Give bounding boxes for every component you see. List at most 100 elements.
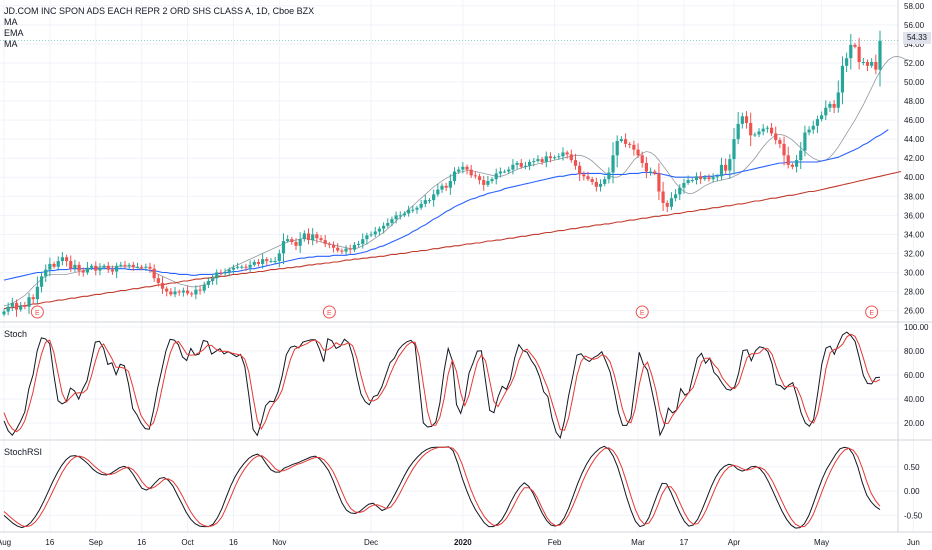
- candle-body: [674, 194, 678, 199]
- candle-body: [598, 183, 603, 187]
- candle-body: [548, 156, 553, 159]
- candle-body: [419, 203, 423, 208]
- candle-body: [427, 200, 432, 202]
- candle-body: [661, 191, 665, 203]
- time-axis-label: Feb: [548, 538, 562, 547]
- candle-body: [227, 269, 231, 273]
- candle-body: [223, 272, 227, 274]
- candle-body: [590, 179, 594, 182]
- candle-body: [874, 62, 878, 70]
- time-axis-label: Aug: [0, 538, 11, 547]
- time-axis-label: May: [814, 538, 829, 547]
- candle-body: [173, 291, 177, 295]
- indicator-ma-slow-label[interactable]: MA: [4, 39, 18, 49]
- candle-body: [277, 253, 281, 262]
- candle-body: [573, 160, 578, 166]
- stoch-pane-title[interactable]: Stoch: [4, 329, 28, 339]
- candle-body: [390, 219, 394, 223]
- candle-body: [39, 276, 44, 287]
- candle-body: [44, 269, 48, 277]
- indicator-ma-fast-label[interactable]: MA: [4, 17, 18, 27]
- candle-body: [515, 162, 519, 165]
- candle-body: [536, 159, 540, 162]
- candle-body: [824, 107, 828, 116]
- earnings-marker-label: E: [869, 310, 874, 317]
- stoch-y-tick-label: 40.00: [904, 395, 925, 404]
- candle-body: [23, 305, 27, 307]
- candle-body: [603, 179, 607, 184]
- time-axis-label: Dec: [364, 538, 378, 547]
- candle-body: [131, 264, 135, 267]
- candle-body: [102, 265, 106, 268]
- candle-body: [2, 311, 6, 315]
- candle-body: [56, 261, 60, 267]
- candle-body: [665, 202, 669, 207]
- price-y-tick-label: 58.00: [904, 2, 925, 11]
- candle-body: [215, 272, 219, 279]
- candle-body: [532, 161, 536, 163]
- candle-body: [715, 176, 719, 178]
- candle-body: [348, 248, 352, 250]
- candle-body: [694, 176, 699, 181]
- candle-body: [669, 198, 674, 207]
- candle-body: [820, 115, 824, 120]
- earnings-marker[interactable]: [865, 305, 879, 319]
- candle-body: [407, 209, 411, 214]
- candle-body: [786, 155, 790, 165]
- candle-body: [736, 123, 740, 140]
- price-y-tick-label: 44.00: [904, 135, 925, 144]
- candle-body: [540, 159, 544, 162]
- candle-body: [553, 157, 557, 159]
- candle-body: [10, 302, 14, 307]
- price-y-tick-label: 36.00: [904, 211, 925, 220]
- candle-body: [757, 131, 761, 135]
- candle-body: [315, 234, 319, 239]
- candle-body: [6, 306, 10, 312]
- candle-body: [156, 278, 160, 283]
- candle-body: [803, 132, 807, 151]
- candle-body: [732, 139, 736, 160]
- candle-body: [281, 241, 286, 254]
- candle-body: [14, 302, 19, 310]
- candle-body: [699, 176, 703, 180]
- candle-body: [144, 266, 148, 268]
- candle-body: [544, 156, 548, 162]
- candle-body: [528, 162, 532, 166]
- earnings-marker-label: E: [327, 310, 332, 317]
- candle-body: [369, 234, 373, 236]
- earnings-marker[interactable]: [322, 305, 336, 319]
- price-y-tick-label: 38.00: [904, 192, 925, 201]
- candle-body: [448, 181, 452, 188]
- candle-body: [811, 125, 815, 130]
- candle-body: [740, 116, 744, 124]
- earnings-marker[interactable]: [30, 305, 44, 319]
- candle-body: [477, 176, 482, 181]
- indicator-ema-label[interactable]: EMA: [4, 28, 24, 38]
- candle-body: [27, 297, 31, 307]
- stochrsi-y-tick-label: -0.50: [904, 511, 923, 520]
- candle-body: [569, 154, 573, 161]
- stochrsi-pane-title[interactable]: StochRSI: [4, 447, 43, 457]
- candle-body: [473, 175, 477, 177]
- candle-body: [377, 228, 382, 232]
- candle-body: [77, 264, 81, 271]
- candle-body: [311, 234, 315, 241]
- candle-body: [323, 240, 327, 244]
- candle-body: [707, 177, 711, 180]
- candle-body: [853, 44, 857, 47]
- candle-body: [236, 266, 240, 268]
- earnings-marker[interactable]: [635, 305, 649, 319]
- candle-body: [861, 62, 865, 63]
- candle-body: [261, 259, 265, 264]
- time-axis-label: 17: [679, 538, 688, 547]
- candle-body: [498, 171, 502, 174]
- candle-body: [252, 262, 256, 265]
- candle-body: [302, 233, 306, 240]
- time-axis-label: 16: [137, 538, 146, 547]
- symbol-title[interactable]: JD.COM INC SPON ADS EACH REPR 2 ORD SHS …: [4, 6, 315, 16]
- candle-body: [73, 264, 77, 269]
- candle-body: [615, 141, 619, 156]
- last-price-badge: 54.33: [903, 32, 931, 44]
- candle-body: [774, 133, 778, 141]
